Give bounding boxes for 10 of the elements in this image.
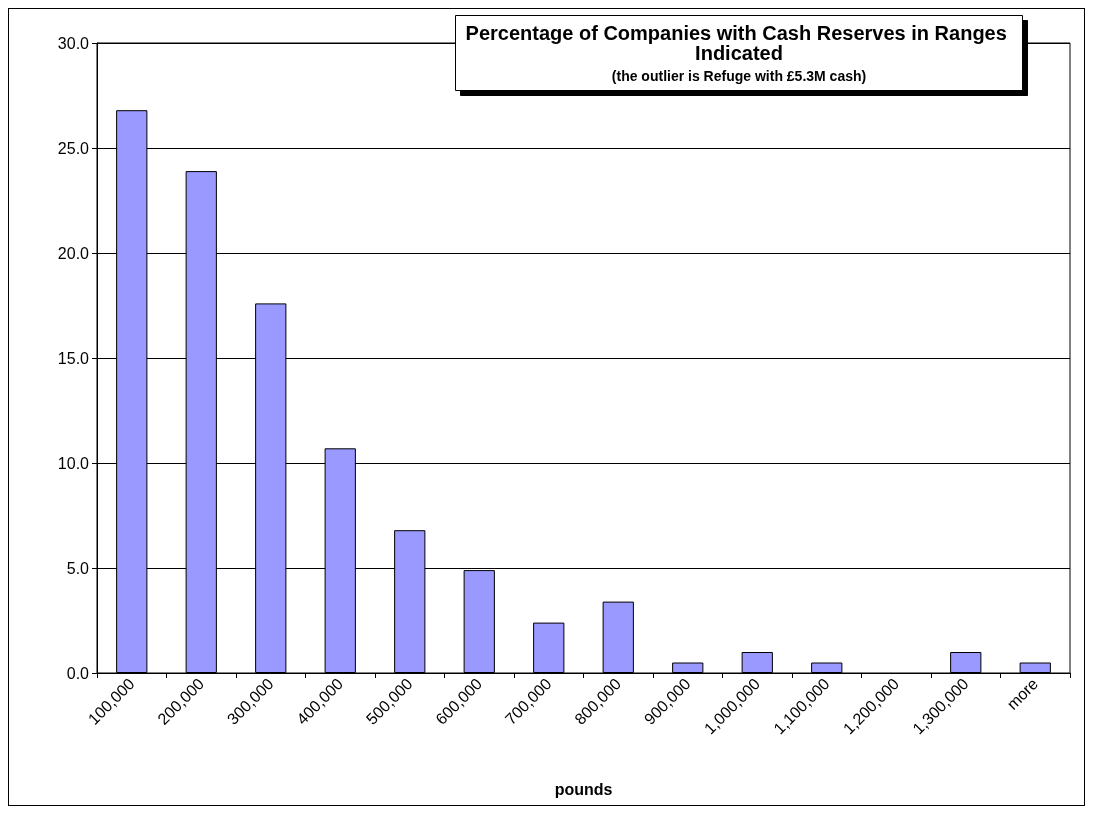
y-tick-label: 0.0: [66, 664, 90, 682]
y-tick-label: 20.0: [57, 244, 90, 262]
text: (the outlier is Refuge with £5.3M cash): [611, 68, 867, 84]
y-tick-label: 25.0: [57, 139, 90, 157]
x-axis-title: pounds: [554, 780, 613, 798]
y-tick-label: 10.0: [57, 454, 90, 472]
y-tick-label: 15.0: [57, 349, 90, 367]
y-tick-label: 5.0: [66, 559, 90, 577]
chart-title: Percentage of Companies with Cash Reserves in Ranges Indicated: [465, 22, 1013, 64]
y-tick-label: 30.0: [57, 34, 90, 52]
